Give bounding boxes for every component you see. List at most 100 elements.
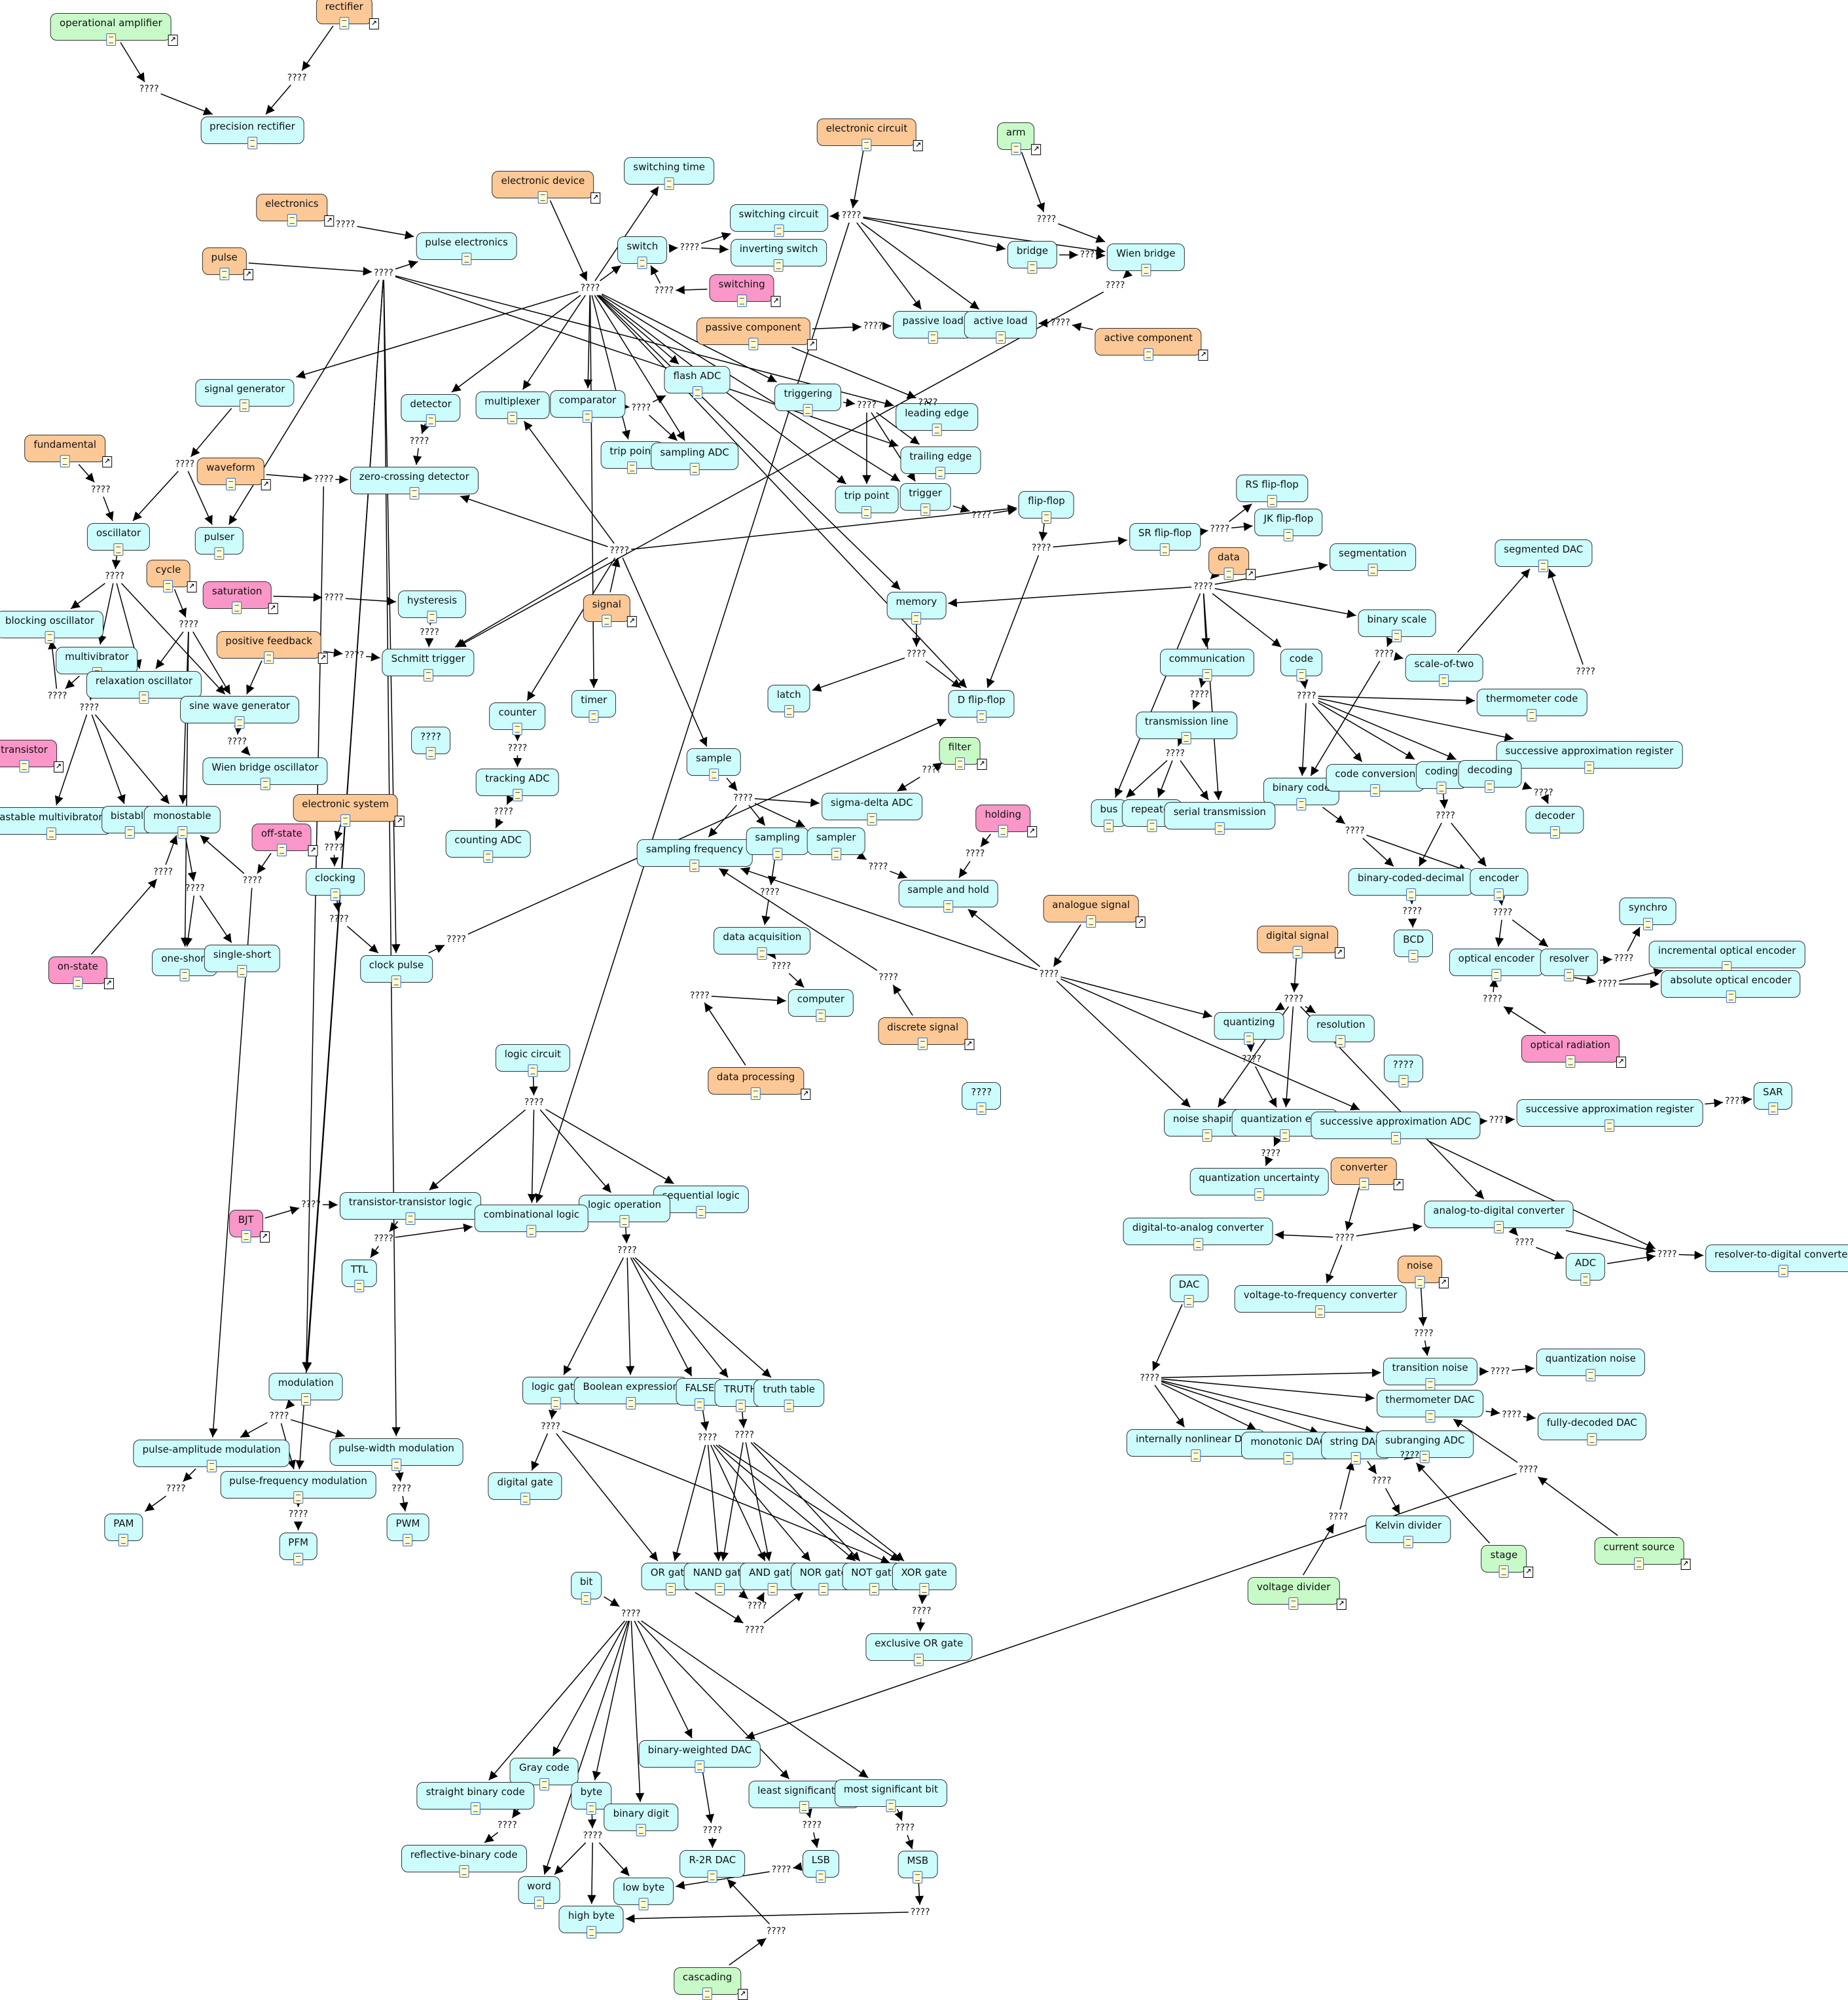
external-link-icon[interactable]: ↗ bbox=[369, 18, 379, 29]
link-phrase[interactable]: ???? bbox=[734, 1430, 754, 1441]
document-icon[interactable] bbox=[1642, 918, 1653, 931]
link-phrase[interactable]: ???? bbox=[879, 972, 898, 983]
link-phrase[interactable]: ???? bbox=[494, 807, 513, 818]
document-icon[interactable] bbox=[293, 1552, 304, 1565]
concept-node-pfm[interactable]: PFM bbox=[279, 1532, 317, 1565]
document-icon[interactable] bbox=[1358, 1178, 1369, 1191]
concept-node-zero-crossing-detector[interactable]: zero-crossing detector bbox=[350, 467, 479, 500]
document-icon[interactable] bbox=[1587, 1432, 1597, 1445]
document-icon[interactable] bbox=[1267, 494, 1277, 507]
concept-node-logic-circuit[interactable]: logic circuit bbox=[495, 1044, 570, 1077]
document-icon[interactable] bbox=[1086, 915, 1096, 928]
link-phrase[interactable]: ???? bbox=[269, 1411, 289, 1422]
document-icon[interactable] bbox=[1254, 1188, 1265, 1201]
link-phrase[interactable]: ???? bbox=[1614, 953, 1634, 964]
concept-node-inverting-switch[interactable]: inverting switch bbox=[730, 238, 827, 272]
concept-node-subranging-adc[interactable]: subranging ADC bbox=[1375, 1430, 1474, 1463]
concept-node-current-source[interactable]: current source ↗ bbox=[1594, 1537, 1691, 1571]
document-icon[interactable] bbox=[1041, 511, 1051, 524]
concept-node-comparator[interactable]: comparator bbox=[549, 390, 626, 424]
concept-node-filter[interactable]: filter ↗ bbox=[939, 736, 987, 770]
concept-node-quantization-uncertainty[interactable]: quantization uncertainty bbox=[1189, 1167, 1329, 1201]
concept-node-ttl[interactable]: TTL bbox=[341, 1260, 378, 1293]
document-icon[interactable] bbox=[914, 1653, 924, 1666]
external-link-icon[interactable]: ↗ bbox=[243, 269, 253, 281]
link-phrase[interactable]: ???? bbox=[907, 648, 926, 659]
document-icon[interactable] bbox=[459, 1864, 469, 1878]
concept-node-multivibrator[interactable]: multivibrator bbox=[56, 646, 138, 680]
external-link-icon[interactable]: ↗ bbox=[964, 1039, 975, 1051]
concept-node-passive-load[interactable]: passive load bbox=[893, 311, 973, 344]
link-phrase[interactable]: ???? bbox=[153, 866, 173, 877]
concept-node-transition-noise[interactable]: transition noise bbox=[1383, 1357, 1477, 1391]
concept-node-data[interactable]: data ↗ bbox=[1208, 547, 1256, 580]
document-icon[interactable] bbox=[409, 487, 420, 500]
document-icon[interactable] bbox=[1140, 264, 1151, 277]
document-icon[interactable] bbox=[1184, 1295, 1195, 1308]
link-phrase[interactable]: ???? bbox=[446, 934, 466, 945]
document-icon[interactable] bbox=[1283, 529, 1294, 542]
link-phrase[interactable]: ???? bbox=[895, 1822, 915, 1833]
document-icon[interactable] bbox=[757, 947, 767, 960]
concept-node-sigma-delta-adc[interactable]: sigma-delta ADC bbox=[821, 793, 922, 826]
document-icon[interactable] bbox=[1223, 567, 1234, 580]
document-icon[interactable] bbox=[911, 611, 922, 625]
document-icon[interactable] bbox=[340, 814, 351, 827]
concept-node-triggering[interactable]: triggering bbox=[774, 384, 842, 417]
document-icon[interactable] bbox=[1538, 559, 1549, 572]
concept-node-holding[interactable]: holding ↗ bbox=[975, 804, 1038, 837]
document-icon[interactable] bbox=[748, 338, 759, 351]
external-link-icon[interactable]: ↗ bbox=[590, 192, 601, 204]
external-link-icon[interactable]: ↗ bbox=[318, 653, 329, 664]
document-icon[interactable] bbox=[1202, 669, 1212, 682]
concept-node-resolver[interactable]: resolver bbox=[1540, 948, 1598, 981]
external-link-icon[interactable]: ↗ bbox=[53, 761, 63, 773]
link-phrase[interactable]: ???? bbox=[802, 1820, 822, 1831]
document-icon[interactable] bbox=[1392, 630, 1402, 643]
document-icon[interactable] bbox=[602, 614, 612, 627]
document-icon[interactable] bbox=[976, 710, 987, 723]
document-icon[interactable] bbox=[237, 965, 247, 978]
concept-node-waveform[interactable]: waveform ↗ bbox=[197, 458, 271, 491]
document-icon[interactable] bbox=[1527, 708, 1537, 721]
link-phrase[interactable]: ???? bbox=[1189, 689, 1209, 700]
concept-node-trip-point[interactable]: trip point bbox=[835, 486, 899, 519]
concept-node-switching-time[interactable]: switching time bbox=[624, 156, 715, 190]
document-icon[interactable] bbox=[1491, 968, 1502, 981]
document-icon[interactable] bbox=[391, 975, 402, 988]
document-icon[interactable] bbox=[483, 850, 494, 863]
document-icon[interactable] bbox=[1283, 1451, 1294, 1464]
concept-node-jk-flip-flop[interactable]: JK flip-flop bbox=[1254, 509, 1323, 542]
concept-node-unnamed[interactable]: ???? bbox=[962, 1082, 1002, 1116]
link-phrase[interactable]: ???? bbox=[1413, 1328, 1434, 1339]
document-icon[interactable] bbox=[708, 769, 719, 782]
concept-node-sr-flip-flop[interactable]: SR flip-flop bbox=[1129, 522, 1201, 556]
concept-node-modulation[interactable]: modulation bbox=[268, 1373, 343, 1406]
concept-node-binary-coded-decimal[interactable]: binary-coded-decimal bbox=[1348, 868, 1474, 901]
concept-node-single-short[interactable]: single-short bbox=[204, 945, 281, 978]
link-phrase[interactable]: ???? bbox=[1242, 1053, 1261, 1064]
link-phrase[interactable]: ???? bbox=[1140, 1372, 1160, 1383]
document-icon[interactable] bbox=[664, 177, 674, 190]
document-icon[interactable] bbox=[636, 1824, 646, 1837]
document-icon[interactable] bbox=[264, 651, 274, 664]
link-phrase[interactable]: ???? bbox=[841, 210, 861, 221]
concept-node-signal-generator[interactable]: signal generator bbox=[195, 378, 295, 412]
concept-node-exclusive-or-gate[interactable]: exclusive OR gate bbox=[865, 1633, 973, 1666]
concept-node-thermometer-dac[interactable]: thermometer DAC bbox=[1376, 1389, 1484, 1423]
concept-node-memory[interactable]: memory bbox=[886, 591, 947, 625]
document-icon[interactable] bbox=[1147, 820, 1157, 833]
link-phrase[interactable]: ???? bbox=[1400, 1450, 1420, 1461]
concept-node-boolean-expression[interactable]: Boolean expression bbox=[573, 1377, 688, 1410]
concept-node-cycle[interactable]: cycle ↗ bbox=[146, 560, 197, 593]
concept-node-successive-approximation-register[interactable]: successive approximation register bbox=[1496, 740, 1683, 774]
concept-node-serial-transmission[interactable]: serial transmission bbox=[1164, 802, 1275, 835]
document-icon[interactable] bbox=[241, 1230, 251, 1243]
external-link-icon[interactable]: ↗ bbox=[1027, 826, 1038, 837]
link-phrase[interactable]: ???? bbox=[374, 267, 393, 278]
document-icon[interactable] bbox=[586, 1802, 596, 1815]
document-icon[interactable] bbox=[637, 256, 647, 269]
link-phrase[interactable]: ???? bbox=[918, 397, 938, 409]
link-phrase[interactable]: ???? bbox=[1328, 1511, 1349, 1522]
external-link-icon[interactable]: ↗ bbox=[626, 615, 637, 627]
